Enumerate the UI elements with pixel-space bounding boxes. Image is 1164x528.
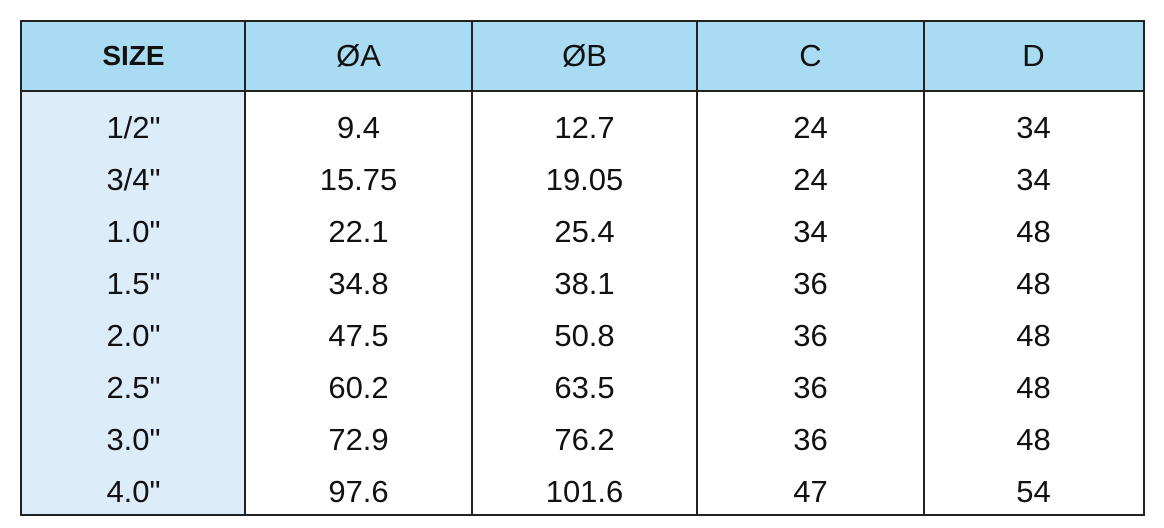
header-cell: D xyxy=(1022,38,1045,73)
table-cell: 72.9 xyxy=(328,422,389,457)
header-cell: C xyxy=(799,38,822,73)
table-cell: 1.0" xyxy=(106,214,161,249)
header-background xyxy=(22,22,1143,90)
table-cell: 48 xyxy=(1016,266,1051,301)
column-divider xyxy=(244,22,246,514)
table-cell: 48 xyxy=(1016,370,1051,405)
table-cell: 34 xyxy=(793,214,828,249)
table-cell: 12.7 xyxy=(554,110,615,145)
table-cell: 36 xyxy=(793,266,828,301)
header-cell: ØA xyxy=(336,38,381,73)
table-cell: 25.4 xyxy=(554,214,615,249)
table-cell: 36 xyxy=(793,318,828,353)
table-cell: 47 xyxy=(793,474,828,509)
header-divider xyxy=(22,90,1143,92)
table-cell: 22.1 xyxy=(328,214,389,249)
table-cell: 63.5 xyxy=(554,370,615,405)
table-cell: 47.5 xyxy=(328,318,389,353)
column-divider xyxy=(471,22,473,514)
table-cell: 34 xyxy=(1016,110,1051,145)
table-cell: 3.0" xyxy=(106,422,161,457)
header-cell: SIZE xyxy=(102,40,165,71)
table-cell: 36 xyxy=(793,422,828,457)
table-cell: 34 xyxy=(1016,162,1051,197)
table-cell: 48 xyxy=(1016,214,1051,249)
table-cell: 1.5" xyxy=(106,266,161,301)
table-cell: 48 xyxy=(1016,318,1051,353)
table-cell: 9.4 xyxy=(336,110,381,145)
table-cell: 48 xyxy=(1016,422,1051,457)
header-cell: ØB xyxy=(562,38,607,73)
table-cell: 97.6 xyxy=(328,474,389,509)
size-column-background xyxy=(22,90,245,514)
table-cell: 54 xyxy=(1016,474,1051,509)
table-cell: 36 xyxy=(793,370,828,405)
table-cell: 3/4" xyxy=(106,162,161,197)
table-cell: 2.5" xyxy=(106,370,161,405)
table-cell: 2.0" xyxy=(106,318,161,353)
table-cell: 50.8 xyxy=(554,318,615,353)
table-cell: 101.6 xyxy=(545,474,624,509)
table-cell: 15.75 xyxy=(319,162,398,197)
table-cell: 76.2 xyxy=(554,422,615,457)
column-divider xyxy=(696,22,698,514)
table-cell: 24 xyxy=(793,110,828,145)
table-cell: 19.05 xyxy=(545,162,624,197)
table-cell: 38.1 xyxy=(554,266,615,301)
size-table: SIZE ØA ØB C D 1/2" 9.4 12.7 24 34 3/4" 15.75 19.05 2… xyxy=(20,20,1145,516)
table-cell: 60.2 xyxy=(328,370,389,405)
table-cell: 1/2" xyxy=(106,110,161,145)
column-divider xyxy=(923,22,925,514)
table-cell: 4.0" xyxy=(106,474,161,509)
table-cell: 34.8 xyxy=(328,266,389,301)
table-cell: 24 xyxy=(793,162,828,197)
